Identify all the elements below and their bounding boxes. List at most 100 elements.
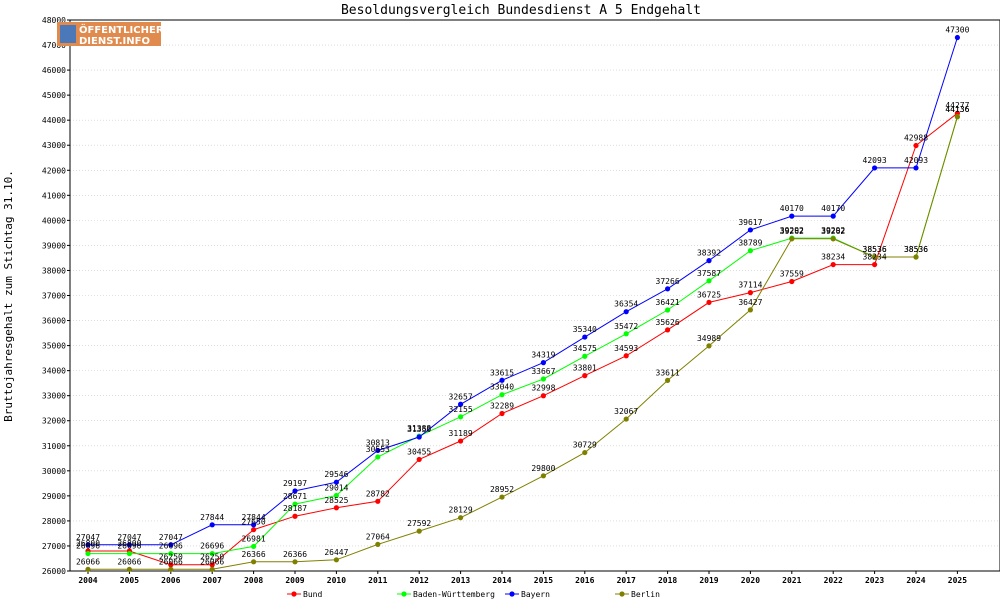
data-label: 27650 — [242, 518, 266, 527]
data-point — [333, 557, 339, 563]
data-label: 26066 — [76, 557, 100, 566]
y-tick-label: 26000 — [42, 567, 66, 576]
y-tick-label: 36000 — [42, 317, 66, 326]
data-label: 35626 — [656, 318, 680, 327]
data-point — [582, 334, 588, 340]
y-tick-label: 48000 — [42, 16, 66, 25]
data-point — [375, 454, 381, 460]
data-point — [665, 286, 671, 292]
data-label: 26696 — [117, 542, 141, 551]
data-label: 39292 — [821, 226, 845, 235]
data-point — [540, 473, 547, 479]
data-point — [665, 327, 671, 333]
data-label: 34593 — [614, 344, 638, 353]
data-point — [292, 488, 298, 494]
x-tick-label: 2018 — [658, 576, 677, 585]
data-point — [333, 505, 339, 511]
data-point — [126, 566, 132, 572]
x-tick-label: 2007 — [203, 576, 222, 585]
data-point — [540, 376, 547, 382]
data-point — [872, 165, 878, 171]
data-label: 37559 — [780, 269, 804, 278]
logo: ÖFFENTLICHER DIENST.INFO — [57, 22, 164, 47]
data-point — [747, 227, 754, 233]
data-label: 26066 — [117, 557, 141, 566]
data-label: 40170 — [821, 204, 845, 213]
data-point — [416, 456, 422, 463]
y-tick-label: 31000 — [42, 442, 66, 451]
data-label: 42093 — [863, 156, 887, 165]
data-label: 34575 — [573, 344, 597, 353]
data-label: 36421 — [656, 298, 680, 307]
data-point — [499, 377, 505, 383]
data-label: 32155 — [449, 405, 473, 414]
data-label: 42093 — [904, 156, 928, 165]
x-tick-label: 2023 — [865, 576, 884, 585]
data-label: 27844 — [200, 513, 224, 522]
data-label: 30813 — [366, 438, 390, 447]
data-point — [830, 236, 836, 242]
data-point — [665, 377, 671, 383]
x-tick-label: 2013 — [451, 576, 470, 585]
data-point — [665, 307, 671, 313]
x-tick-label: 2005 — [120, 576, 139, 585]
data-point — [872, 254, 878, 260]
data-label: 28525 — [324, 496, 348, 505]
data-label: 26696 — [200, 542, 224, 551]
data-point — [706, 278, 712, 284]
data-label: 36427 — [738, 298, 762, 307]
data-label: 35472 — [614, 322, 638, 331]
data-label: 39262 — [821, 227, 845, 236]
data-label: 38234 — [863, 253, 887, 262]
data-point — [789, 236, 795, 242]
series-line — [88, 116, 958, 570]
data-label: 26696 — [159, 542, 183, 551]
data-label: 32998 — [531, 384, 555, 393]
data-point — [168, 566, 174, 572]
y-tick-label: 43000 — [42, 141, 66, 150]
data-label: 33611 — [656, 368, 680, 377]
data-label: 27047 — [117, 533, 141, 542]
data-label: 38536 — [904, 245, 928, 254]
data-point — [458, 515, 464, 521]
data-point — [954, 114, 961, 120]
data-label: 27844 — [242, 513, 266, 522]
data-point — [789, 213, 795, 219]
y-tick-label: 42000 — [42, 166, 66, 175]
data-point — [913, 165, 919, 171]
y-tick-label: 30000 — [42, 467, 66, 476]
data-label: 30553 — [366, 445, 390, 454]
data-point — [913, 142, 919, 149]
data-label: 40170 — [780, 204, 804, 213]
data-label: 31350 — [407, 425, 431, 434]
data-label: 28782 — [366, 489, 390, 498]
data-label: 27047 — [159, 533, 183, 542]
logo-line2: DIENST.INFO — [79, 36, 150, 47]
data-point — [209, 550, 215, 557]
data-label: 26447 — [324, 548, 348, 557]
data-point — [416, 434, 422, 440]
data-label: 28671 — [283, 492, 307, 501]
data-label: 26366 — [242, 550, 266, 559]
data-label: 26250 — [200, 553, 224, 562]
y-tick-label: 28000 — [42, 517, 66, 526]
data-label: 28129 — [449, 506, 473, 515]
data-label: 26800 — [117, 539, 141, 548]
data-label: 39262 — [780, 227, 804, 236]
x-tick-label: 2008 — [244, 576, 263, 585]
data-label: 33040 — [490, 383, 514, 392]
x-axis: 2004 2005 2006 2007 2008 2009 2010 2011 2012 2013… — [78, 571, 967, 585]
y-axis-label: Bruttojahresgehalt zum Stichtag 31.10. — [2, 170, 15, 422]
data-point — [458, 414, 464, 420]
data-label: 26800 — [76, 539, 100, 548]
data-point — [913, 254, 919, 260]
legend-label: Bayern — [521, 590, 550, 599]
data-point — [499, 410, 505, 417]
series-line — [88, 112, 958, 566]
legend-label: Berlin — [631, 590, 660, 599]
data-point — [251, 543, 257, 550]
data-label: 26696 — [76, 542, 100, 551]
data-point — [375, 498, 381, 504]
data-point — [416, 528, 422, 534]
